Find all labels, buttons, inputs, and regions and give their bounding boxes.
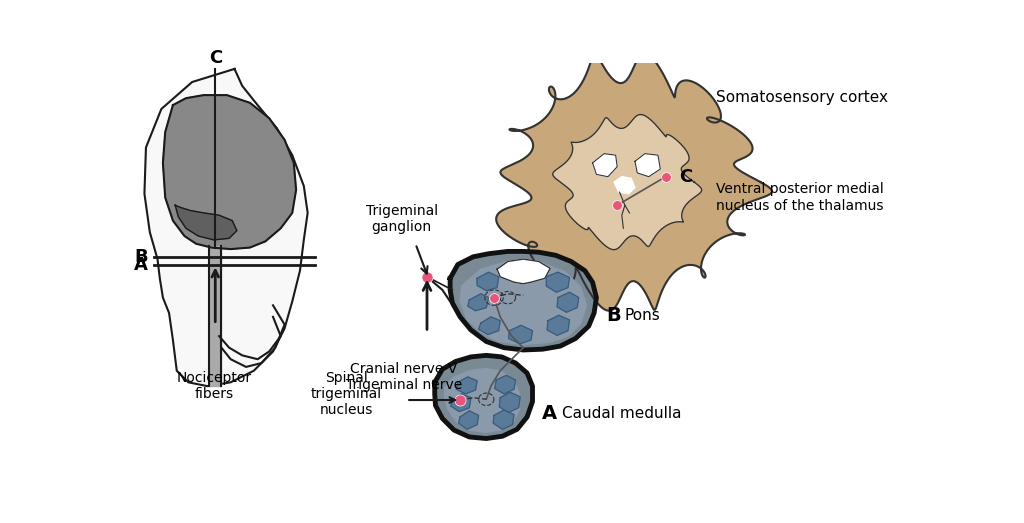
Polygon shape	[494, 410, 514, 429]
Text: Caudal medulla: Caudal medulla	[562, 406, 681, 420]
Polygon shape	[457, 377, 477, 394]
Polygon shape	[509, 325, 532, 344]
Text: A: A	[542, 404, 557, 423]
Polygon shape	[451, 394, 471, 412]
Polygon shape	[451, 252, 596, 350]
Polygon shape	[144, 69, 307, 386]
Text: Spinal
trigeminal
nucleus: Spinal trigeminal nucleus	[310, 371, 382, 417]
Text: Cranial nerve V
Trigeminal nerve: Cranial nerve V Trigeminal nerve	[346, 361, 462, 392]
Polygon shape	[459, 411, 478, 429]
Text: C: C	[209, 49, 222, 66]
Text: B: B	[606, 306, 622, 325]
Text: B: B	[134, 248, 147, 266]
Polygon shape	[557, 292, 579, 312]
Text: Somatosensory cortex: Somatosensory cortex	[716, 90, 888, 105]
Polygon shape	[444, 368, 519, 433]
Polygon shape	[495, 376, 515, 394]
Polygon shape	[497, 53, 772, 311]
Text: Ventral posterior medial
nucleus of the thalamus: Ventral posterior medial nucleus of the …	[716, 183, 884, 213]
Text: C: C	[679, 168, 692, 186]
Polygon shape	[547, 272, 569, 292]
Polygon shape	[163, 95, 296, 249]
Polygon shape	[500, 392, 520, 412]
Polygon shape	[553, 115, 701, 249]
Polygon shape	[478, 317, 500, 335]
Polygon shape	[497, 259, 550, 284]
Polygon shape	[547, 315, 569, 335]
Polygon shape	[435, 355, 532, 438]
Text: A: A	[133, 256, 147, 274]
Text: Pons: Pons	[625, 308, 660, 323]
Polygon shape	[468, 294, 488, 311]
Polygon shape	[460, 260, 587, 345]
Polygon shape	[209, 246, 221, 386]
Polygon shape	[175, 205, 237, 240]
Polygon shape	[477, 272, 499, 291]
Polygon shape	[635, 154, 660, 177]
Text: Nociceptor
fibers: Nociceptor fibers	[176, 371, 251, 401]
Polygon shape	[593, 154, 617, 177]
Polygon shape	[614, 177, 635, 194]
Text: Trigeminal
ganglion: Trigeminal ganglion	[366, 203, 437, 234]
